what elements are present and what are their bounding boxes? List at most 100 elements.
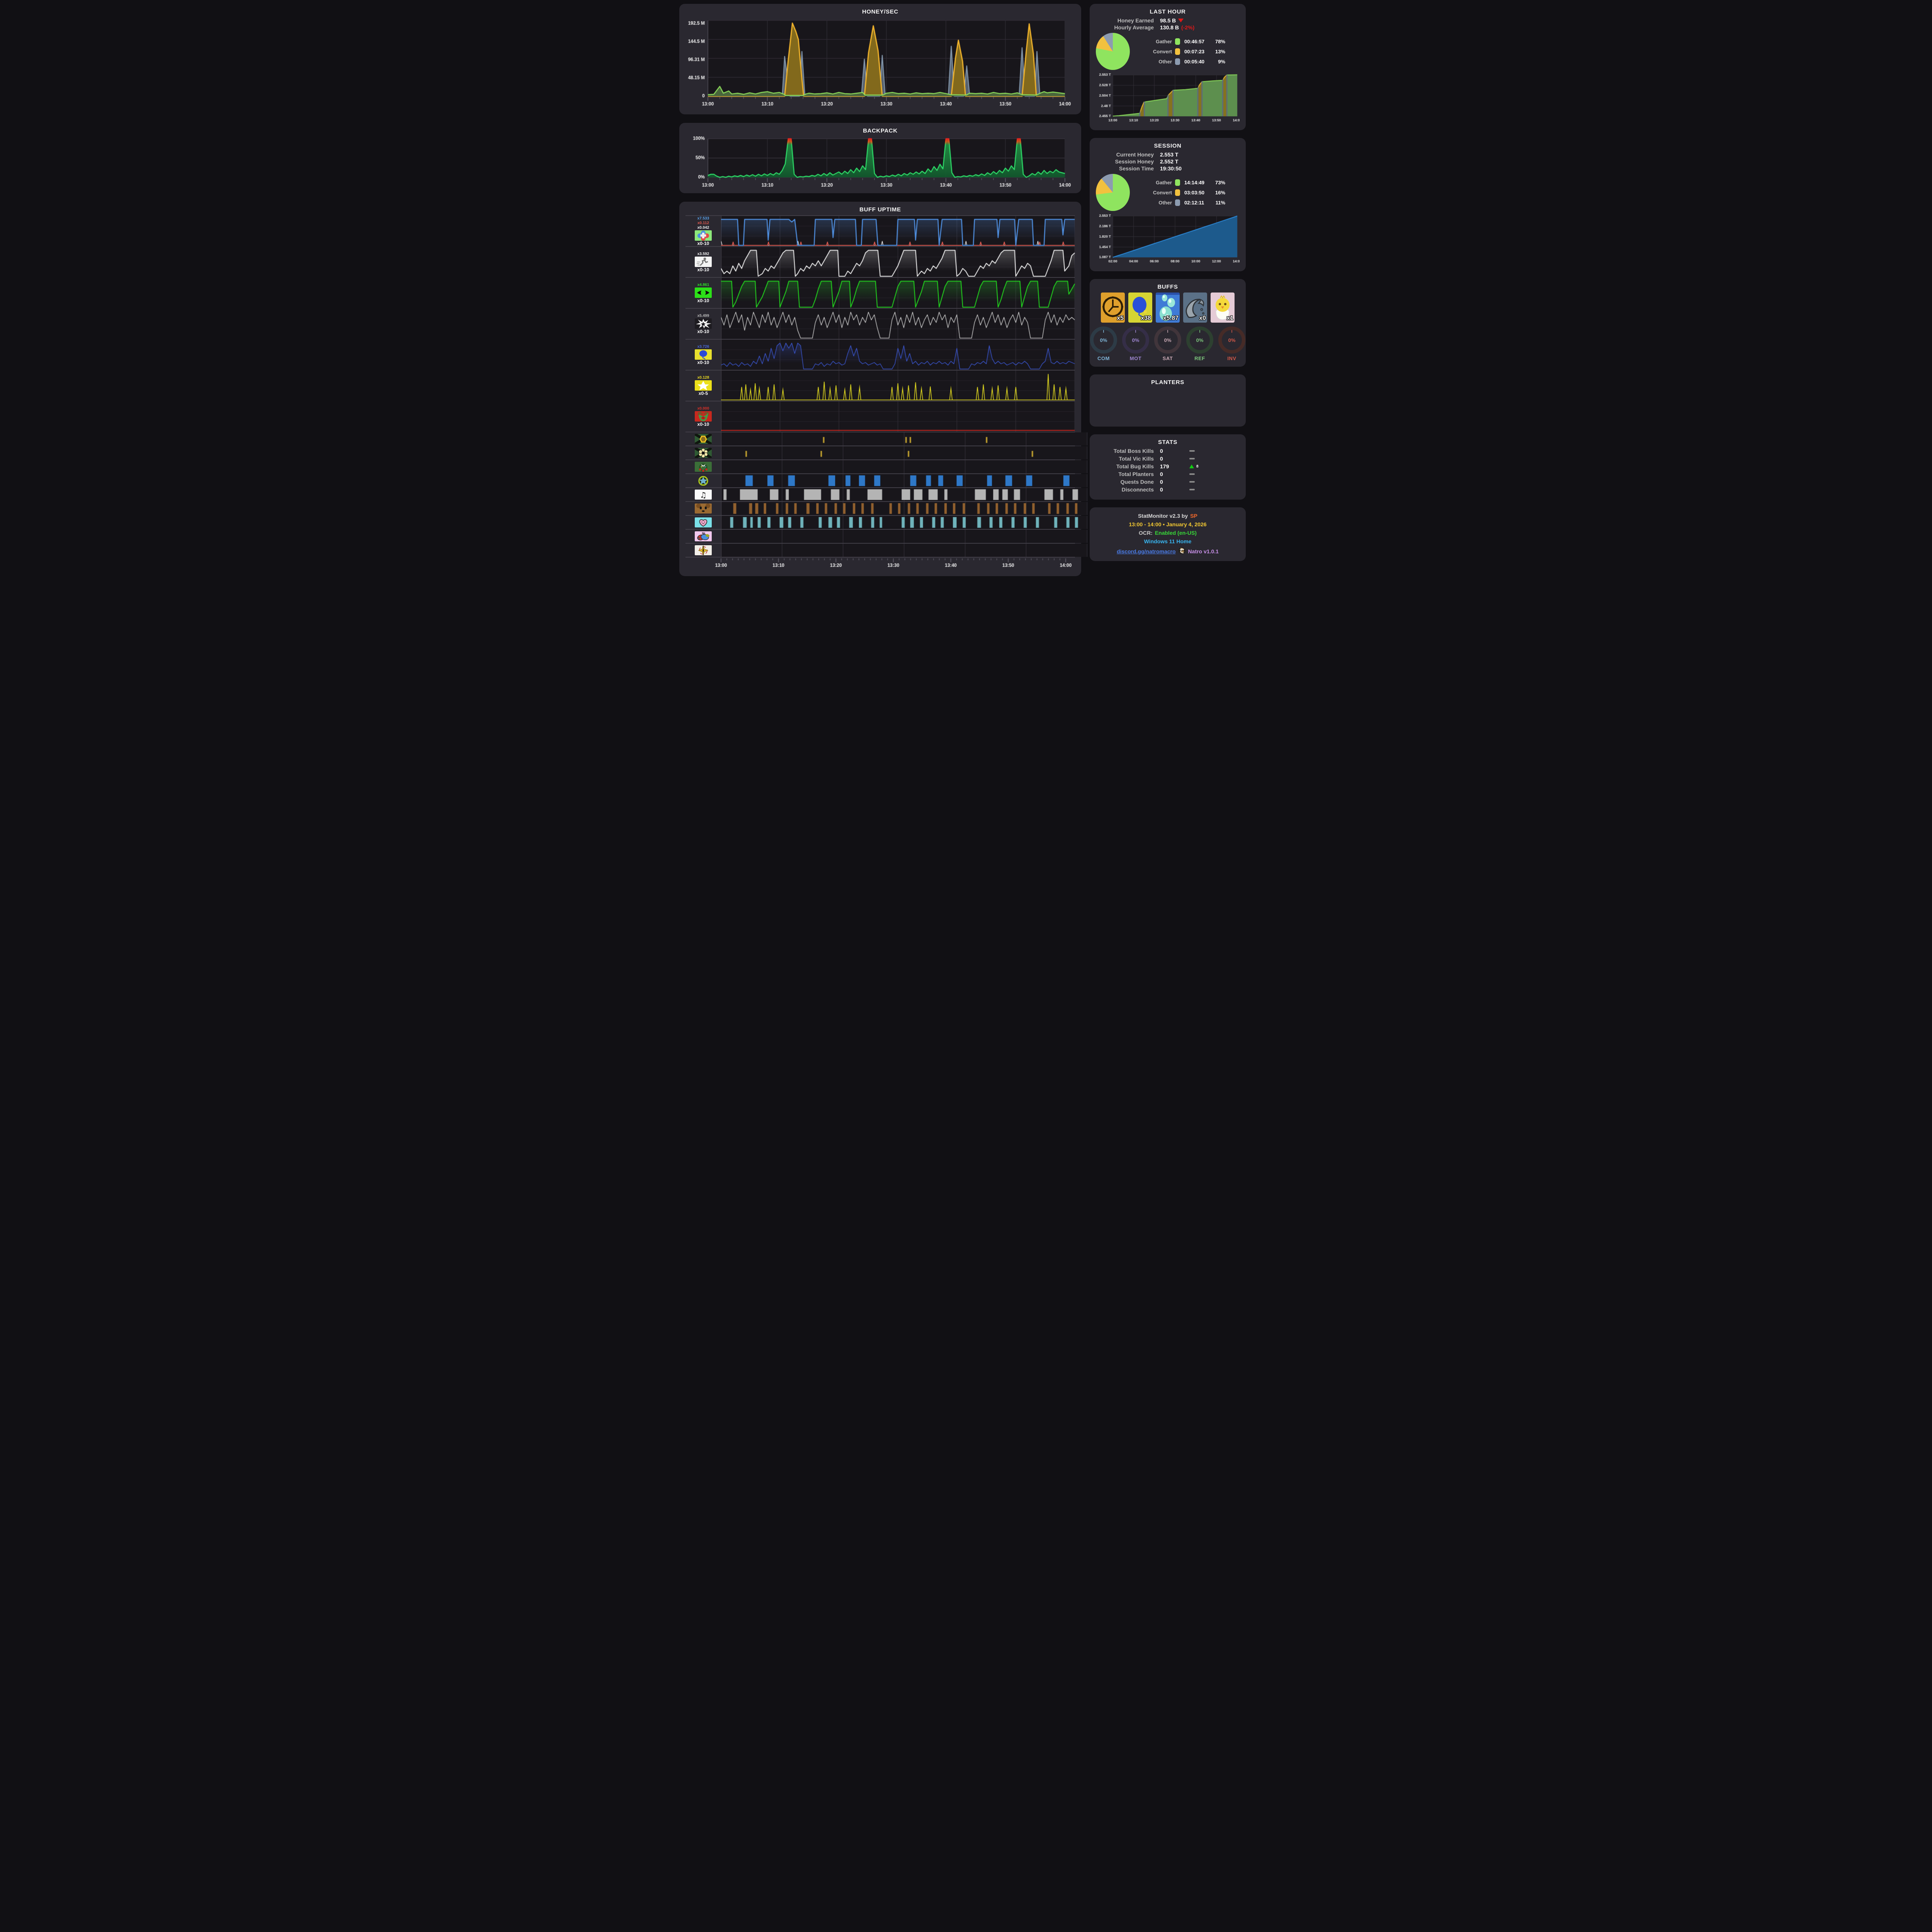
stats-row-label: Total Bug Kills — [1116, 463, 1154, 469]
no-change-dash-icon — [1189, 489, 1195, 490]
stats-row: Total Boss Kills 0 — [1096, 448, 1240, 454]
buff-row-gutter: x3.592 x0-10 — [685, 247, 721, 277]
no-change-dash-icon — [1189, 481, 1195, 483]
gauge-mot: 0% MOT — [1122, 327, 1149, 361]
last-hour-stat-rows: Honey Earned 98.5 B Hourly Average 130.8 B(… — [1096, 17, 1240, 31]
buff-row-gutter: x4.861 x0-10 — [685, 278, 721, 308]
buff-row-chart-eye — [721, 278, 1085, 308]
buff-multiplier-label: x4.861 — [697, 282, 709, 287]
buff-row-chart-balloon — [721, 340, 1085, 370]
right-column: LAST HOUR Honey Earned 98.5 B Hourly Avera… — [1090, 4, 1246, 576]
footer-text: Enabled (en-US) — [1155, 530, 1197, 536]
buff-row-chart-plus-flower — [721, 216, 1085, 246]
honey-per-sec-panel: HONEY/SEC — [679, 4, 1081, 114]
gauge-tick — [1167, 330, 1168, 333]
pie-legend-label: Other — [1158, 58, 1172, 65]
pie-legend-pct: 16% — [1215, 189, 1225, 196]
buff-row-gutter — [685, 516, 721, 529]
buff-multiplier-label: x0.042 — [697, 225, 709, 230]
buff-row-gutter — [685, 474, 721, 487]
stat-row-label: Current Honey — [1116, 151, 1154, 158]
no-change-dash-icon — [1189, 458, 1195, 459]
footer-text: SP — [1190, 513, 1197, 519]
buff-row-gutter: x3.726 x0-10 — [685, 340, 721, 370]
gauge-inv: 0% INV — [1218, 327, 1245, 361]
buff-row-music-note: ♫ — [685, 488, 1097, 502]
no-change-dash-icon — [1189, 473, 1195, 475]
pie-legend-time: 00:05:40 — [1184, 58, 1205, 65]
buff-gauges: 0% COM 0% MOT 0% SAT 0% REF 0% INV — [1090, 327, 1245, 361]
buff-multiplier-label: x7.533 — [697, 216, 709, 221]
buff-row-chart-bear — [721, 502, 1097, 515]
stats-row-label: Total Planters — [1118, 471, 1154, 477]
balloon-icon — [695, 349, 712, 360]
last-hour-title: LAST HOUR — [1150, 9, 1186, 15]
buff-multiplier-label: x0.000 — [697, 406, 709, 411]
buff-range-label: x0-10 — [697, 359, 709, 365]
svg-text:S: S — [702, 553, 704, 556]
last-hour-mini-chart — [1096, 73, 1240, 126]
last-hour-pie-legend: Gather 00:46:57 78% Convert 00:07:23 13% Other… — [1135, 38, 1240, 65]
gauge-com: 0% COM — [1090, 327, 1117, 361]
gauge-percent: 0% — [1228, 337, 1236, 343]
session-panel: SESSION Current Honey 2.553 T Session Hone… — [1090, 138, 1246, 271]
star-icon — [695, 380, 712, 391]
buff-range-label: x0-10 — [697, 240, 709, 246]
gauge-percent: 0% — [1164, 337, 1172, 343]
stat-row-label: Session Time — [1119, 165, 1154, 172]
buff-row-chart-compass — [721, 544, 1097, 557]
session-pie-block: Gather 14:14:49 73% Convert 03:03:50 16% Other… — [1096, 174, 1240, 211]
buff-row-gutter — [685, 502, 721, 515]
stat-row-label: Hourly Average — [1114, 24, 1154, 31]
buff-row-chart-burst — [721, 309, 1085, 339]
buff-tile-chick: x1 — [1211, 293, 1235, 323]
footer-line-5: discord.gg/natromacro Natro v1.0.1 — [1117, 547, 1219, 556]
plus-flower-icon — [695, 230, 712, 241]
buff-tile-multiplier: x38 — [1141, 315, 1151, 321]
statmonitor-dashboard: HONEY/SEC BACKPACK BUFF UPTIME x7.533 x0.… — [676, 0, 1256, 580]
buff-row-chart-hex-flag — [721, 432, 1097, 446]
discord-link[interactable]: discord.gg/natromacro — [1117, 548, 1176, 554]
buff-row-chart-flower-flag — [721, 446, 1097, 459]
stats-row-value: 0 — [1160, 486, 1163, 493]
gauge-sat: 0% SAT — [1154, 327, 1181, 361]
gauge-label: SAT — [1162, 355, 1173, 361]
buff-row-chart-antlers — [721, 401, 1085, 432]
pie-legend-row: Gather 00:46:57 78% — [1135, 38, 1240, 45]
no-change-dash-icon — [1189, 450, 1195, 452]
stat-row: Current Honey 2.553 T — [1096, 151, 1240, 158]
backpack-title: BACKPACK — [863, 128, 898, 134]
footer-text: OCR: — [1139, 530, 1153, 536]
stats-row-value: 0 — [1160, 471, 1163, 477]
pie-legend-label: Gather — [1156, 179, 1172, 185]
star-badge-icon — [695, 476, 712, 486]
buff-row-star-badge — [685, 474, 1097, 488]
buff-multiplier-label: x3.726 — [697, 344, 709, 349]
footer-text: Windows 11 Home — [1144, 538, 1192, 544]
runner-icon — [695, 256, 712, 267]
footer-line-3: OCR: Enabled (en-US) — [1139, 530, 1197, 536]
pie-legend-pct: 11% — [1215, 199, 1225, 206]
session-title: SESSION — [1154, 143, 1182, 149]
stat-row: Hourly Average 130.8 B (-2%) — [1096, 24, 1240, 31]
stats-row-delta: 8 — [1189, 464, 1205, 469]
buff-row-gutter: ♫ — [685, 488, 721, 501]
buff-range-label: x0-10 — [697, 267, 709, 272]
gauge-ring: 0% — [1218, 327, 1245, 354]
buff-multiplier-label: x3.592 — [697, 252, 709, 256]
pie-legend-color-chip — [1175, 58, 1180, 65]
buff-row-chart-jelly-beans — [721, 530, 1097, 543]
stats-row-value: 0 — [1160, 479, 1163, 485]
buff-row-gutter: x7.533 x0.112 x0.042 x0-10 — [685, 216, 721, 246]
gauge-label: REF — [1194, 355, 1205, 361]
natro-swirl-icon — [1178, 547, 1186, 556]
svg-text:N: N — [702, 546, 704, 548]
buff-row-gutter — [685, 432, 721, 446]
stats-row-label: Disconnects — [1121, 486, 1154, 493]
gauge-tick — [1103, 330, 1104, 333]
buff-row-chart-star — [721, 371, 1085, 401]
backpack-panel: BACKPACK — [679, 123, 1081, 194]
stat-row: Session Time 19:30:50 — [1096, 165, 1240, 172]
